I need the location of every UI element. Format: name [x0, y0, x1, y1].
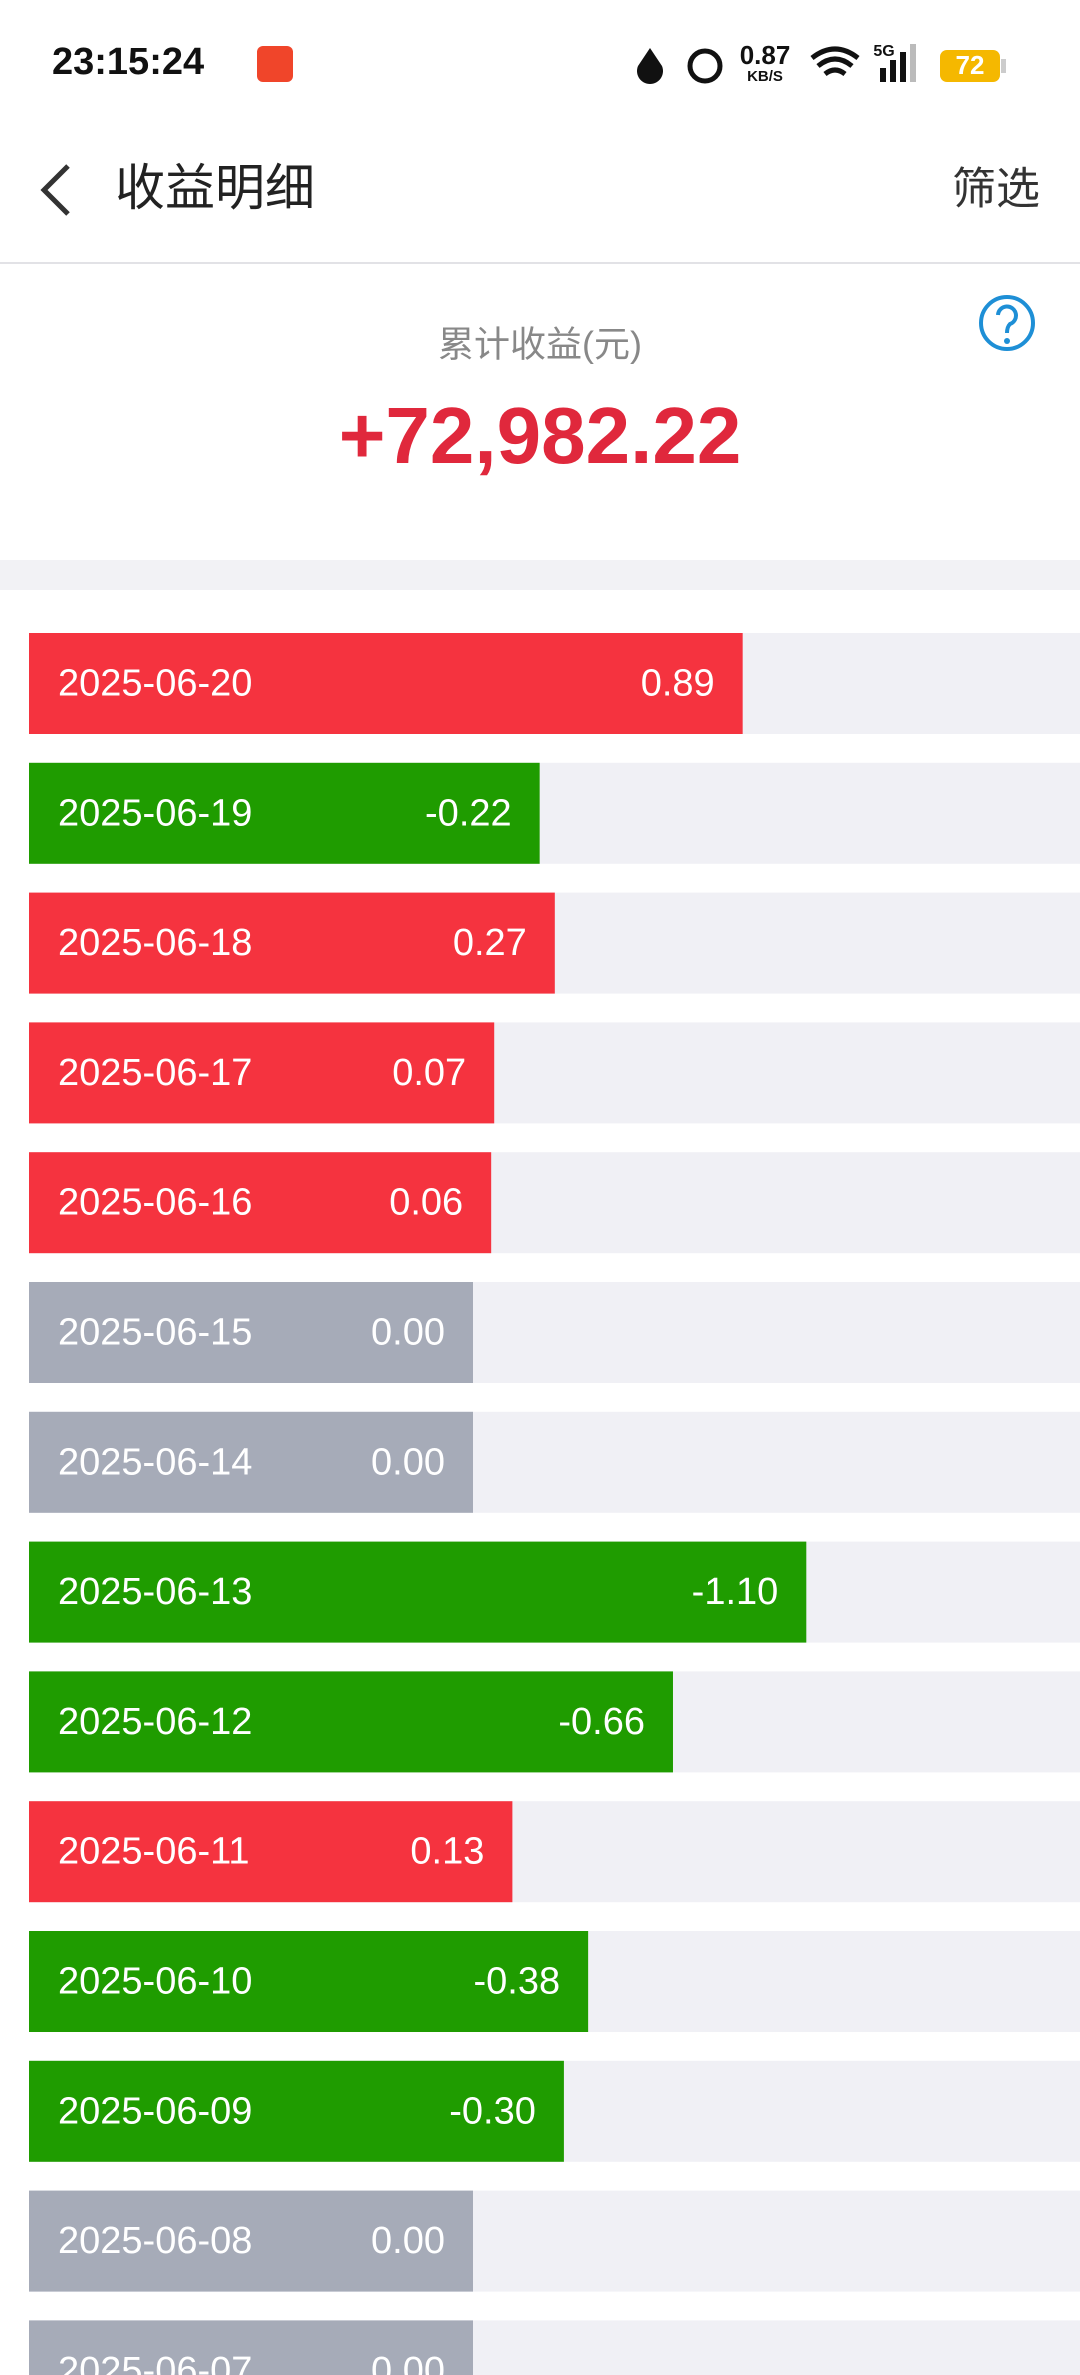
date-label: 2025-06-09 [58, 2090, 252, 2132]
date-label: 2025-06-07 [58, 2350, 252, 2375]
bar [29, 633, 743, 734]
filter-button[interactable]: 筛选 [952, 165, 1040, 214]
value-label: 0.89 [641, 663, 715, 705]
app-icon [257, 46, 293, 82]
bar [29, 1541, 807, 1643]
page-title: 收益明细 [115, 160, 315, 216]
alarm-icon [687, 48, 723, 84]
back-button[interactable] [40, 164, 70, 216]
bar [29, 2060, 564, 2162]
date-label: 2025-06-10 [58, 1961, 252, 2003]
bar [29, 2190, 473, 2292]
earnings-list: 2025-06-20 0.89 2025-06-19 -0.22 2025-06-18 0… [29, 633, 1080, 2375]
date-label: 2025-06-15 [58, 1312, 252, 1354]
bar [29, 1931, 589, 2032]
bar [29, 1671, 673, 1773]
bar [29, 1152, 492, 1254]
bar [29, 892, 555, 994]
net-speed: 0.87 [740, 40, 791, 70]
section-gap [0, 560, 1080, 590]
bar [29, 1022, 495, 1124]
date-label: 2025-06-12 [58, 1701, 252, 1743]
value-label: 0.07 [392, 1052, 466, 1094]
status-time: 23:15:24 [52, 41, 204, 83]
date-label: 2025-06-14 [58, 1441, 252, 1483]
total-label: 累计收益(元) [438, 324, 642, 365]
date-label: 2025-06-13 [58, 1571, 252, 1613]
value-label: -1.10 [692, 1571, 779, 1613]
value-label: 0.00 [371, 2220, 445, 2262]
signal-type: 5G [873, 43, 894, 60]
help-icon[interactable] [979, 295, 1035, 351]
bar [29, 762, 540, 864]
bar [29, 1801, 513, 1903]
value-label: 0.00 [371, 2350, 445, 2375]
net-unit: KB/S [747, 68, 783, 85]
value-label: 0.00 [371, 1441, 445, 1483]
bar [29, 1411, 473, 1513]
wifi-icon [810, 46, 860, 77]
bar [29, 2320, 473, 2375]
date-label: 2025-06-11 [58, 1831, 250, 1873]
value-label: -0.66 [558, 1701, 645, 1743]
battery [940, 50, 1000, 82]
value-label: -0.22 [425, 792, 512, 834]
value-label: -0.30 [449, 2090, 536, 2132]
data-saver-icon [637, 48, 663, 84]
date-label: 2025-06-17 [58, 1052, 252, 1094]
date-label: 2025-06-08 [58, 2220, 252, 2262]
value-label: 0.13 [410, 1831, 484, 1873]
bar [29, 1282, 473, 1383]
total-value: +72,982.22 [339, 391, 742, 480]
date-label: 2025-06-16 [58, 1182, 252, 1224]
battery-tip [1001, 59, 1006, 73]
value-label: -0.38 [474, 1961, 561, 2003]
battery-level: 72 [956, 50, 985, 80]
value-label: 0.00 [371, 1312, 445, 1354]
value-label: 0.06 [389, 1182, 463, 1224]
signal-icon [880, 44, 916, 82]
date-label: 2025-06-19 [58, 792, 252, 834]
value-label: 0.27 [453, 922, 527, 964]
date-label: 2025-06-20 [58, 663, 252, 705]
date-label: 2025-06-18 [58, 922, 252, 964]
